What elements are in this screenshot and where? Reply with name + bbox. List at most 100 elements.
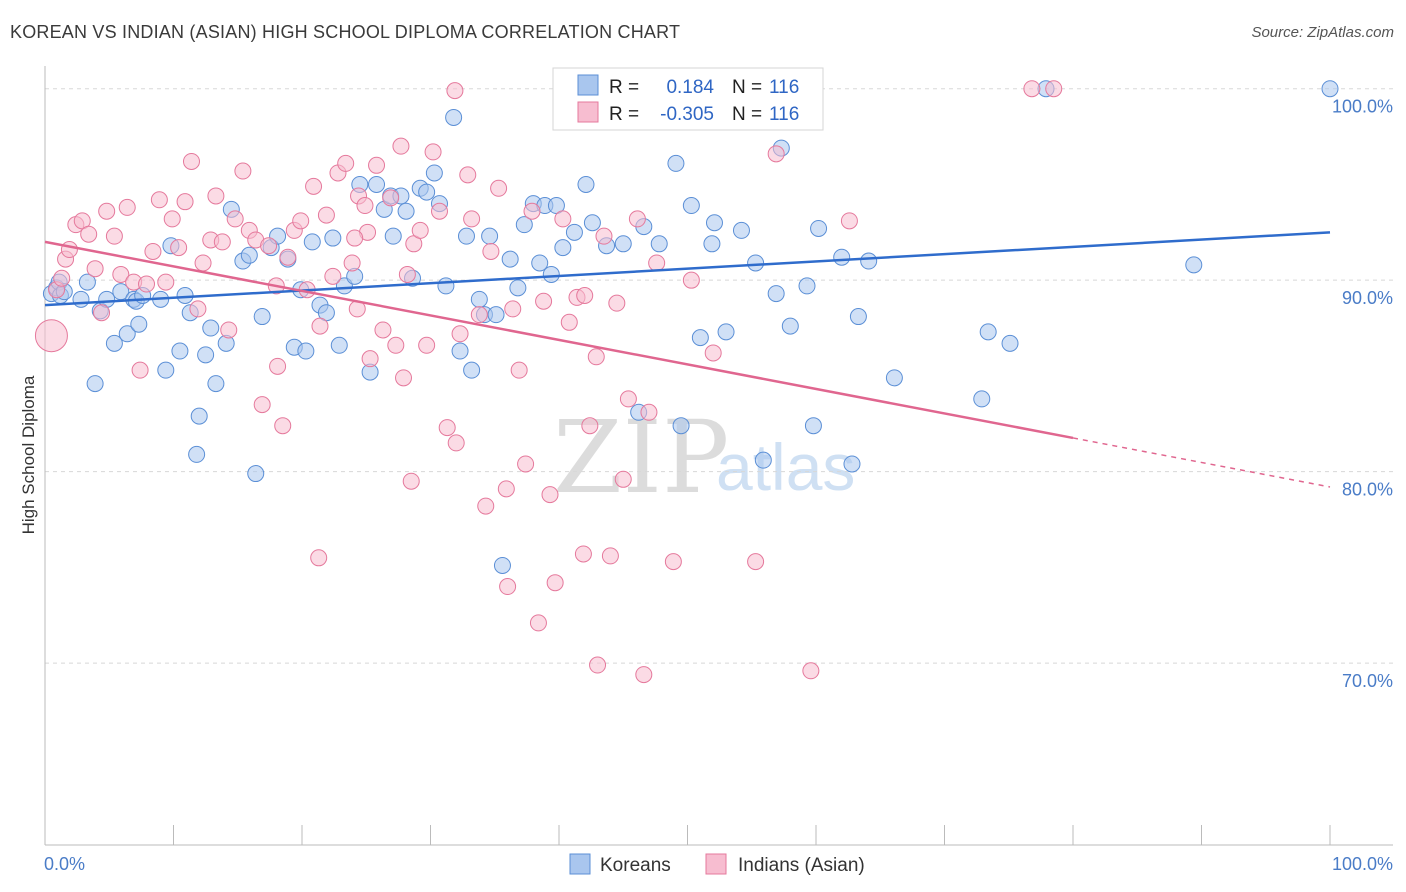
data-point <box>182 152 200 170</box>
data-point <box>595 227 613 245</box>
data-point <box>118 325 136 343</box>
chart-title: KOREAN VS INDIAN (ASIAN) HIGH SCHOOL DIP… <box>10 22 681 42</box>
data-point <box>93 304 111 322</box>
data-point <box>324 229 342 247</box>
data-point <box>614 470 632 488</box>
data-point <box>601 547 619 565</box>
data-point <box>1185 256 1203 274</box>
trend-line-extension-1 <box>1072 437 1331 488</box>
source-label: Source: ZipAtlas.com <box>1251 24 1394 41</box>
data-point <box>163 210 181 228</box>
legend: R = 0.184 N = 116 R = -0.305 N = 116 <box>552 67 824 131</box>
data-point <box>234 162 252 180</box>
data-point <box>337 154 355 172</box>
data-point <box>190 407 208 425</box>
data-point <box>560 313 578 331</box>
data-point <box>781 317 799 335</box>
data-point <box>305 177 323 195</box>
data-point <box>554 239 572 257</box>
data-point <box>614 235 632 253</box>
data-point <box>640 403 658 421</box>
data-point <box>490 179 508 197</box>
data-point <box>667 154 685 172</box>
data-point <box>157 273 175 291</box>
data-point <box>798 277 816 295</box>
y-axis-label: High School Diploma <box>19 375 38 534</box>
data-point <box>487 306 505 324</box>
data-point <box>517 455 535 473</box>
watermark-atlas: atlas <box>716 430 855 504</box>
legend-n-label-indians: N = <box>732 104 762 125</box>
data-point <box>368 175 386 193</box>
data-point <box>384 227 402 245</box>
data-point <box>541 486 559 504</box>
data-point <box>424 143 442 161</box>
legend-n-value-indians: 116 <box>769 104 799 125</box>
data-point <box>392 137 410 155</box>
data-point <box>78 273 96 291</box>
data-point <box>463 210 481 228</box>
data-point <box>565 223 583 241</box>
data-point <box>576 287 594 304</box>
data-point <box>481 227 499 245</box>
axes <box>44 66 1393 846</box>
legend-r-label-koreans: R = <box>609 77 639 98</box>
data-point <box>446 82 464 100</box>
legend-n-value-koreans: 116 <box>769 77 799 98</box>
data-point <box>330 336 348 354</box>
data-point <box>499 578 517 596</box>
data-point <box>387 336 405 354</box>
data-point <box>515 216 533 234</box>
data-point <box>531 254 549 272</box>
data-point <box>150 191 168 209</box>
data-point <box>1321 80 1339 98</box>
data-point <box>274 417 292 435</box>
data-point <box>207 375 225 393</box>
data-point <box>311 317 329 335</box>
data-point <box>213 233 231 251</box>
data-point <box>497 480 515 498</box>
data-point <box>279 248 297 266</box>
data-point <box>445 108 463 126</box>
bottom-legend-label-koreans: Koreans <box>600 855 671 876</box>
bottom-legend-swatch-indians <box>705 853 727 875</box>
data-point <box>535 292 553 310</box>
data-point <box>411 221 429 239</box>
data-point <box>118 198 136 216</box>
data-point <box>510 361 528 379</box>
data-point <box>705 214 723 232</box>
data-point <box>767 145 785 163</box>
data-point <box>581 417 599 435</box>
data-point <box>34 319 68 353</box>
data-point <box>361 350 379 368</box>
data-point <box>885 369 903 387</box>
data-point <box>157 361 175 379</box>
data-point <box>170 239 188 257</box>
legend-n-label-koreans: N = <box>732 77 762 98</box>
data-point <box>717 323 735 341</box>
data-point <box>425 164 443 182</box>
legend-r-value-indians: -0.305 <box>660 104 714 125</box>
data-point <box>297 342 315 360</box>
bottom-legend-label-indians: Indians (Asian) <box>738 855 865 876</box>
data-point <box>732 221 750 239</box>
data-point <box>130 315 148 333</box>
data-point <box>973 390 991 408</box>
data-point <box>470 306 488 324</box>
data-point <box>112 265 130 283</box>
data-point <box>804 417 822 435</box>
data-point <box>398 265 416 283</box>
data-point <box>317 206 335 224</box>
data-point <box>292 212 310 230</box>
y-tick-labels: 70.0% 80.0% 90.0% 100.0% <box>1332 97 1393 691</box>
data-point <box>430 202 448 220</box>
data-point <box>767 285 785 303</box>
data-point <box>247 465 265 483</box>
data-point <box>226 210 244 228</box>
data-point <box>509 279 527 297</box>
data-point <box>418 336 436 354</box>
data-point <box>574 545 592 563</box>
data-point <box>648 254 666 272</box>
data-point <box>189 300 207 318</box>
